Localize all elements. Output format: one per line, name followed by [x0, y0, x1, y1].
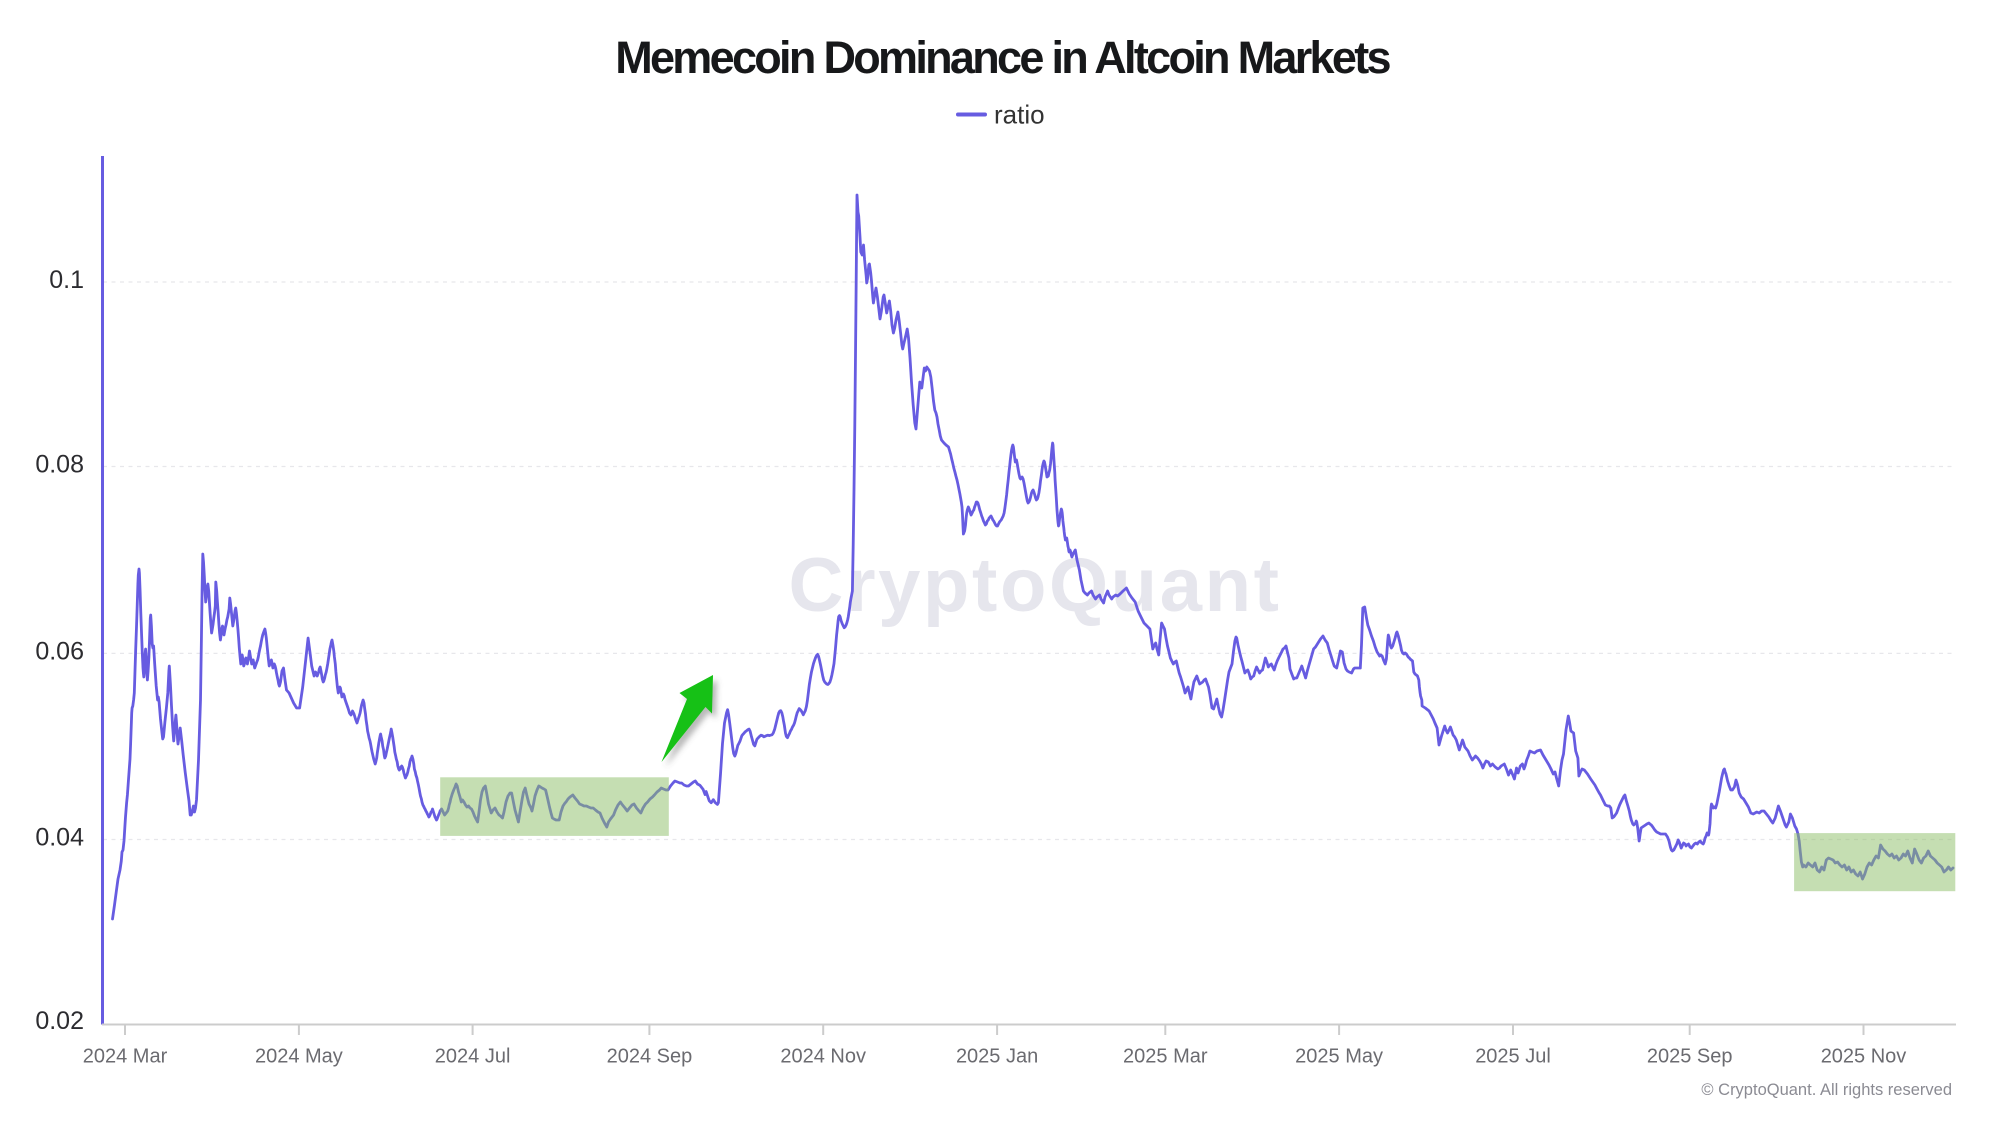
svg-text:2024 Jul: 2024 Jul: [435, 1046, 511, 1068]
svg-text:0.1: 0.1: [49, 266, 84, 294]
svg-text:0.06: 0.06: [35, 637, 84, 665]
svg-text:2025 Sep: 2025 Sep: [1647, 1046, 1733, 1068]
svg-text:2025 Nov: 2025 Nov: [1821, 1046, 1907, 1068]
svg-text:© CryptoQuant. All rights rese: © CryptoQuant. All rights reserved: [1701, 1081, 1952, 1099]
svg-text:Memecoin Dominance in Altcoin: Memecoin Dominance in Altcoin Markets: [615, 32, 1390, 83]
svg-text:0.02: 0.02: [35, 1007, 84, 1035]
svg-text:2025 Jul: 2025 Jul: [1475, 1046, 1551, 1068]
svg-text:2024 Mar: 2024 Mar: [83, 1046, 168, 1068]
svg-text:2024 May: 2024 May: [255, 1046, 343, 1068]
svg-text:CryptoQuant: CryptoQuant: [788, 543, 1281, 628]
svg-text:2024 Nov: 2024 Nov: [780, 1046, 866, 1068]
svg-text:2025 Jan: 2025 Jan: [956, 1046, 1038, 1068]
svg-text:2025 May: 2025 May: [1295, 1046, 1383, 1068]
svg-text:2024 Sep: 2024 Sep: [607, 1046, 693, 1068]
svg-text:2025 Mar: 2025 Mar: [1123, 1046, 1208, 1068]
svg-text:0.04: 0.04: [35, 824, 84, 852]
svg-text:ratio: ratio: [994, 100, 1045, 130]
svg-text:0.08: 0.08: [35, 451, 84, 479]
